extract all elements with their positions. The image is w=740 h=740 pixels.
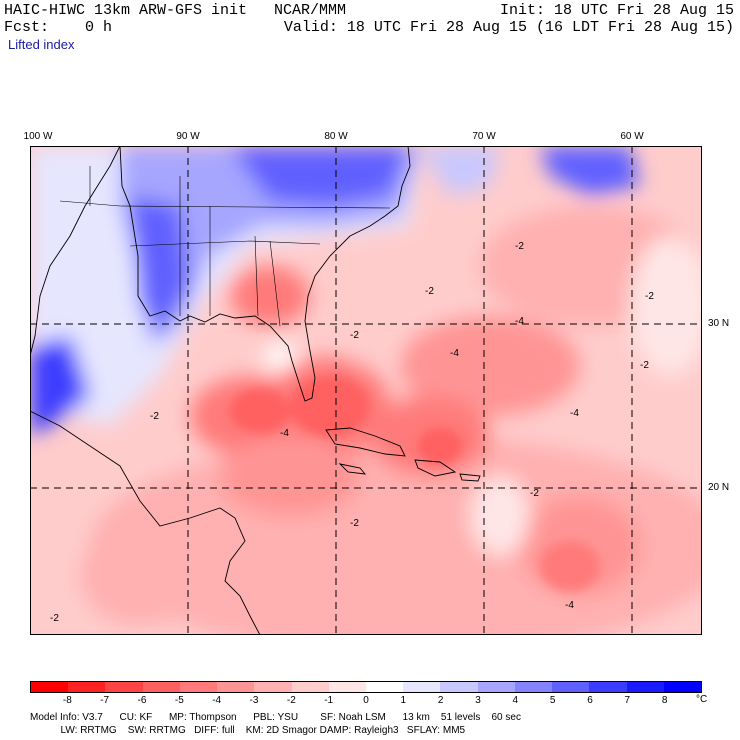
model-info-line2: LW: RRTMG SW: RRTMG DIFF: full KM: 2D Sm… — [30, 725, 466, 736]
colorbar-swatch — [328, 682, 366, 692]
colorbar-swatch — [663, 682, 701, 692]
colorbar-tick-label: -1 — [324, 695, 334, 706]
lon-label-70w: 70 W — [472, 131, 496, 142]
colorbar-tick-label: -3 — [249, 695, 259, 706]
colorbar-swatch — [626, 682, 664, 692]
colorbar-tick-label: 4 — [512, 695, 519, 706]
map-frame — [30, 146, 702, 635]
colorbar-swatch — [403, 682, 441, 692]
colorbar-unit: °C — [696, 694, 708, 705]
colorbar-tick-label: -2 — [286, 695, 296, 706]
init-time: Init: 18 UTC Fri 28 Aug 15 — [499, 2, 734, 19]
contour-label: -2 — [50, 613, 59, 624]
colorbar-tick-label: -7 — [100, 695, 110, 706]
valid-time: Valid: 18 UTC Fri 28 Aug 15 (16 LDT Fri … — [283, 19, 734, 36]
colorbar-tick-label: 3 — [475, 695, 481, 706]
colorbar-tick-label: -6 — [137, 695, 147, 706]
colorbar-swatch — [105, 682, 143, 692]
contour-label: -2 — [530, 488, 539, 499]
contour-label: -2 — [640, 360, 649, 371]
colorbar-swatch — [31, 682, 69, 692]
contour-label: -2 — [515, 241, 524, 252]
field-shading — [30, 146, 702, 635]
contour-label: -2 — [150, 411, 159, 422]
colorbar-swatch — [365, 682, 404, 692]
field-shading-peaks — [230, 376, 600, 591]
contour-label: -2 — [645, 291, 654, 302]
contour-label: -4 — [565, 600, 574, 611]
lon-label-90w: 90 W — [176, 131, 200, 142]
colorbar-swatch — [179, 682, 218, 692]
colorbar-swatch — [440, 682, 478, 692]
contour-label: -2 — [350, 330, 359, 341]
colorbar-tick-label: 5 — [549, 695, 556, 706]
colorbar-swatch — [514, 682, 553, 692]
contour-label: -4 — [570, 408, 579, 419]
colorbar-tick-label: 7 — [624, 695, 631, 706]
colorbar-swatch — [477, 682, 515, 692]
lat-lon-grid — [30, 146, 702, 635]
state-borders — [59, 166, 391, 327]
contour-label: -4 — [450, 348, 459, 359]
field-name: Lifted index — [8, 37, 75, 52]
contour-label: -2 — [425, 286, 434, 297]
lifted-index-map: -2 -2 -2 -2 -2 -2 -2 -2 -2 -4 -4 -4 -4 -… — [30, 146, 702, 635]
coastlines — [30, 146, 481, 635]
colorbar-tick-label: 0 — [363, 695, 369, 706]
colorbar-swatch — [142, 682, 180, 692]
plot-title: HAIC-HIWC 13km ARW-GFS init NCAR/MMM — [4, 2, 347, 19]
contour-label: -2 — [350, 518, 359, 529]
colorbar-tick-label: 6 — [587, 695, 593, 706]
lat-label-20n: 20 N — [708, 482, 730, 493]
contour-labels: -2 -2 -2 -2 -2 -2 -2 -2 -2 -4 -4 -4 -4 -… — [50, 241, 654, 624]
colorbar-tick-label: 2 — [437, 695, 444, 706]
colorbar-swatch — [68, 682, 106, 692]
lon-label-60w: 60 W — [620, 131, 644, 142]
colorbar-tick-label: 8 — [661, 695, 668, 706]
colorbar-swatch — [552, 682, 590, 692]
colorbar-tick-label: -5 — [174, 695, 184, 706]
forecast-hour: Fcst: 0 h — [4, 19, 113, 36]
contour-label: -4 — [515, 316, 524, 327]
colorbar-tick-label: -8 — [62, 695, 72, 706]
colorbar — [30, 681, 702, 693]
lon-label-100w: 100 W — [23, 131, 53, 142]
lon-label-80w: 80 W — [324, 131, 348, 142]
lat-label-30n: 30 N — [708, 318, 730, 329]
colorbar-tick-label: -4 — [212, 695, 222, 706]
model-info-line1: Model Info: V3.7 CU: KF MP: Thompson PBL… — [30, 712, 521, 723]
colorbar-swatch — [589, 682, 627, 692]
colorbar-swatch — [254, 682, 292, 692]
colorbar-swatch — [217, 682, 255, 692]
colorbar-swatch — [291, 682, 329, 692]
contour-label: -4 — [280, 428, 289, 439]
colorbar-tick-label: 1 — [400, 695, 407, 706]
